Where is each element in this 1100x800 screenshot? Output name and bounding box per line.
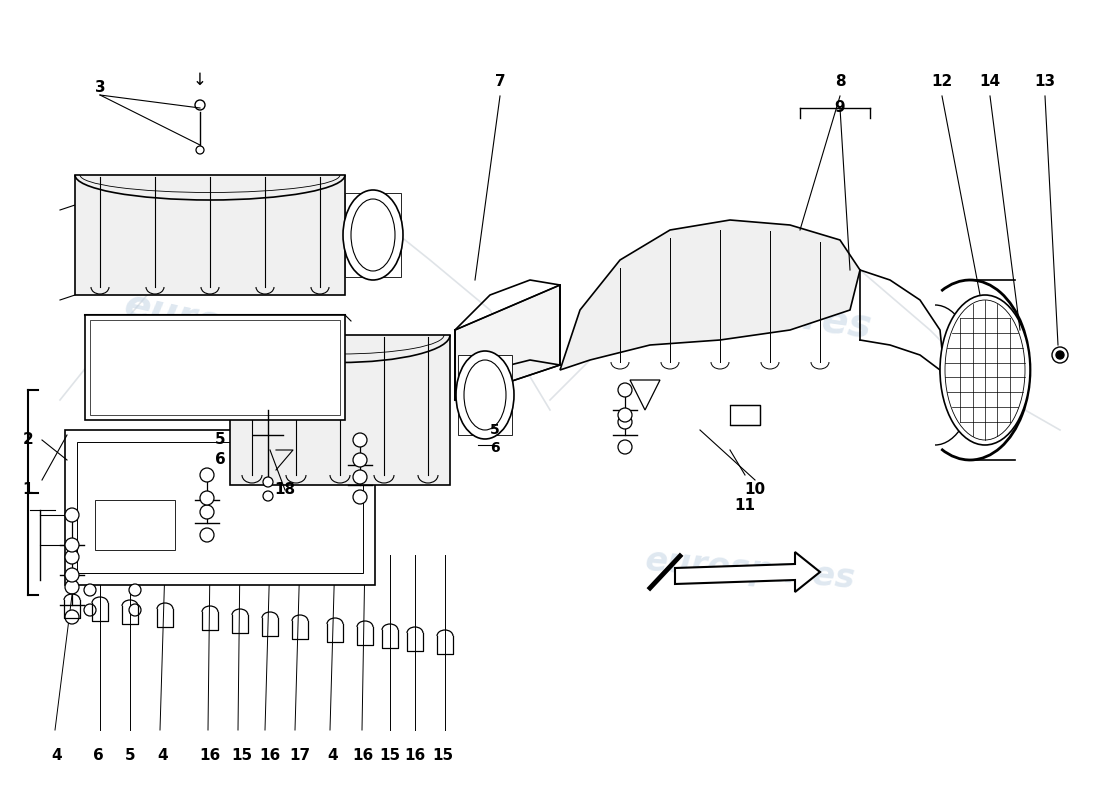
Bar (95, 500, 175, 550)
Bar (65, 430, 375, 585)
Bar (85, 315, 345, 420)
Circle shape (200, 505, 214, 519)
Circle shape (353, 470, 367, 484)
Circle shape (200, 528, 214, 542)
Circle shape (618, 440, 632, 454)
Bar (90, 320, 340, 415)
Circle shape (129, 584, 141, 596)
Circle shape (65, 610, 79, 624)
Polygon shape (630, 380, 660, 410)
Ellipse shape (945, 300, 1025, 440)
Text: 12: 12 (932, 74, 953, 90)
Text: 3: 3 (95, 81, 106, 95)
Text: 5: 5 (124, 747, 135, 762)
Circle shape (200, 491, 214, 505)
Ellipse shape (456, 351, 514, 439)
Text: 10: 10 (745, 482, 766, 498)
Circle shape (353, 453, 367, 467)
Text: 8: 8 (835, 74, 845, 90)
Circle shape (618, 383, 632, 397)
Polygon shape (560, 220, 860, 370)
Text: 18: 18 (274, 482, 296, 498)
Text: 2: 2 (23, 433, 33, 447)
Circle shape (200, 468, 214, 482)
Circle shape (1056, 351, 1064, 359)
Ellipse shape (464, 360, 506, 430)
Circle shape (263, 477, 273, 487)
Text: 13: 13 (1034, 74, 1056, 90)
Polygon shape (675, 552, 820, 592)
Text: 14: 14 (979, 74, 1001, 90)
Text: eurospares: eurospares (626, 274, 875, 346)
Circle shape (65, 538, 79, 552)
Circle shape (195, 100, 205, 110)
Circle shape (84, 604, 96, 616)
Polygon shape (75, 175, 345, 295)
Ellipse shape (940, 295, 1030, 445)
Text: 16: 16 (199, 747, 221, 762)
Circle shape (196, 146, 204, 154)
Polygon shape (230, 335, 450, 485)
Ellipse shape (343, 190, 403, 280)
Text: 4: 4 (328, 747, 339, 762)
Bar (458, 355, 512, 435)
Polygon shape (730, 405, 760, 425)
Text: 6: 6 (214, 453, 225, 467)
Circle shape (129, 604, 141, 616)
Text: 11: 11 (735, 498, 756, 513)
Text: 1: 1 (23, 482, 33, 498)
Text: 15: 15 (231, 747, 253, 762)
Circle shape (353, 490, 367, 504)
Circle shape (1052, 347, 1068, 363)
Circle shape (65, 580, 79, 594)
Bar (77, 442, 363, 573)
Text: 9: 9 (835, 101, 845, 115)
Ellipse shape (351, 199, 395, 271)
Text: 15: 15 (432, 747, 453, 762)
Circle shape (65, 508, 79, 522)
Circle shape (353, 433, 367, 447)
Text: 6: 6 (92, 747, 103, 762)
Polygon shape (455, 285, 560, 400)
Circle shape (263, 491, 273, 501)
Circle shape (84, 584, 96, 596)
Text: 5: 5 (214, 433, 225, 447)
Circle shape (65, 568, 79, 582)
Circle shape (618, 408, 632, 422)
Text: ↓: ↓ (194, 71, 207, 89)
Text: 16: 16 (405, 747, 426, 762)
Text: 16: 16 (260, 747, 280, 762)
Text: 16: 16 (352, 747, 374, 762)
Text: 6: 6 (491, 441, 499, 455)
Text: 17: 17 (289, 747, 310, 762)
Text: eurospares: eurospares (644, 544, 857, 596)
Text: eurospares: eurospares (121, 446, 370, 534)
Text: 7: 7 (495, 74, 505, 90)
Circle shape (65, 550, 79, 564)
Text: 15: 15 (379, 747, 400, 762)
Text: 5: 5 (491, 423, 499, 437)
Circle shape (618, 415, 632, 429)
Bar (345, 193, 401, 277)
Text: 4: 4 (157, 747, 168, 762)
Text: eurospares: eurospares (121, 286, 370, 374)
Text: 4: 4 (52, 747, 63, 762)
